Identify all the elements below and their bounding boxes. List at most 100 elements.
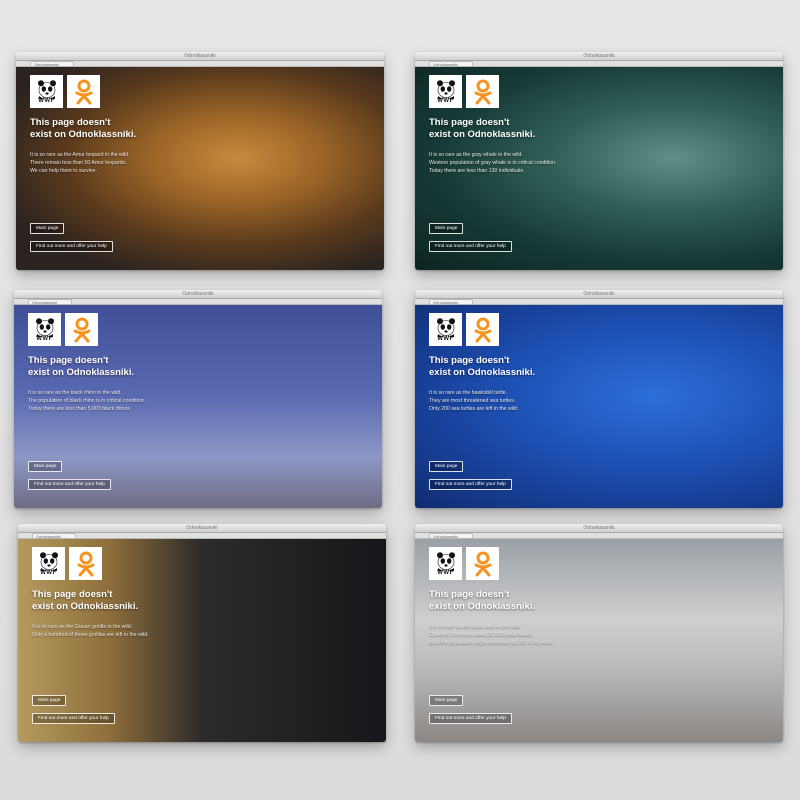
main-page-button[interactable]: Main page [429,695,463,706]
headline-line-2: exist on Odnoklassniki. [429,367,599,379]
info-line-1: It is so rare as the black rhino in the … [28,389,238,397]
help-button[interactable]: Find out more and offer your help [32,713,115,724]
odnoklassniki-icon [75,551,97,577]
info-text: It is so rare as the Grauer gorilla in t… [32,623,242,639]
page-content: WWF This page doesn't exist on Odnoklass… [18,539,386,742]
wwf-wordmark: WWF [40,570,57,576]
wwf-wordmark: WWF [437,98,454,104]
browser-tab[interactable]: Odnoklassniki [429,61,473,66]
wwf-logo[interactable]: WWF [429,75,462,108]
window-titlebar[interactable]: Odnoklassniki [415,52,783,61]
odnoklassniki-logo[interactable] [65,313,98,346]
odnoklassniki-logo[interactable] [67,75,100,108]
browser-tab[interactable]: Odnoklassniki [32,533,76,538]
browser-tab[interactable]: Odnoklassniki [429,533,473,538]
odnoklassniki-logo[interactable] [69,547,102,580]
headline-line-2: exist on Odnoklassniki. [28,367,198,379]
window-titlebar[interactable]: Odnoklassniki [18,524,386,533]
info-text: It is so rare as the Amur leopard in the… [30,151,240,175]
help-button[interactable]: Find out more and offer your help [429,479,512,490]
panda-icon [38,551,60,571]
wwf-logo[interactable]: WWF [28,313,61,346]
main-page-button[interactable]: Main page [30,223,64,234]
page-headline: This page doesn't exist on Odnoklassniki… [30,117,200,141]
page-headline: This page doesn't exist on Odnoklassniki… [429,355,599,379]
main-page-button[interactable]: Main page [28,461,62,472]
odnoklassniki-icon [472,79,494,105]
main-page-button[interactable]: Main page [429,461,463,472]
odnoklassniki-icon [73,79,95,105]
browser-window-gorilla: Odnoklassniki Odnoklassniki [18,524,386,742]
odnoklassniki-logo[interactable] [466,547,499,580]
window-title: Odnoklassniki [16,53,384,59]
panda-icon [36,79,58,99]
main-page-button[interactable]: Main page [429,223,463,234]
logo-group: WWF [429,547,499,580]
page-headline: This page doesn't exist on Odnoklassniki… [32,589,202,613]
panda-icon [435,317,457,337]
help-button[interactable]: Find out more and offer your help [28,479,111,490]
browser-window-leopard: Odnoklassniki Odnoklassniki [16,52,384,270]
page-content: WWF This page doesn't exist on Odnoklass… [415,305,783,508]
info-line-2: There remain less than 50 Amur leopards. [30,159,240,167]
wwf-logo[interactable]: WWF [30,75,63,108]
odnoklassniki-icon [472,551,494,577]
window-titlebar[interactable]: Odnoklassniki [14,290,382,299]
info-line-3: Only 200 sea turtles are left in the wil… [429,405,639,413]
odnoklassniki-logo[interactable] [466,75,499,108]
page-headline: This page doesn't exist on Odnoklassniki… [429,589,599,613]
headline-line-1: This page doesn't [32,589,202,601]
headline-line-2: exist on Odnoklassniki. [429,601,599,613]
window-titlebar[interactable]: Odnoklassniki [415,290,783,299]
browser-tab[interactable]: Odnoklassniki [30,61,74,66]
headline-line-2: exist on Odnoklassniki. [32,601,202,613]
info-line-3: but their population might decrease by 2… [429,639,639,647]
logo-group: WWF [30,75,100,108]
wwf-wordmark: WWF [437,570,454,576]
help-button[interactable]: Find out more and offer your help [429,241,512,252]
window-titlebar[interactable]: Odnoklassniki [415,524,783,533]
page-content: WWF This page doesn't exist on Odnoklass… [415,539,783,742]
info-line-3: Today there are less than 5,000 black rh… [28,405,238,413]
page-content: WWF This page doesn't exist on Odnoklass… [14,305,382,508]
window-title: Odnoklassniki [415,525,783,531]
panda-icon [34,317,56,337]
headline-line-1: This page doesn't [28,355,198,367]
wwf-wordmark: WWF [437,336,454,342]
wwf-logo[interactable]: WWF [429,313,462,346]
page-content: WWF This page doesn't exist on Odnoklass… [415,67,783,270]
logo-group: WWF [429,75,499,108]
info-line-1: It is so rare as the polar bear in the w… [429,623,639,631]
window-title: Odnoklassniki [18,525,386,531]
headline-line-2: exist on Odnoklassniki. [30,129,200,141]
browser-tab[interactable]: Odnoklassniki [429,299,473,304]
wwf-wordmark: WWF [36,336,53,342]
page-content: WWF This page doesn't exist on Odnoklass… [16,67,384,270]
odnoklassniki-logo[interactable] [466,313,499,346]
wwf-logo[interactable]: WWF [32,547,65,580]
info-line-1: It is so rare as the gray whale in the w… [429,151,639,159]
headline-line-1: This page doesn't [30,117,200,129]
window-title: Odnoklassniki [415,291,783,297]
browser-window-whale: Odnoklassniki Odnoklassniki [415,52,783,270]
help-button[interactable]: Find out more and offer your help [429,713,512,724]
logo-group: WWF [32,547,102,580]
window-title: Odnoklassniki [14,291,382,297]
info-line-2: Only a hundred of these gorillas are lef… [32,631,242,639]
main-page-button[interactable]: Main page [32,695,66,706]
info-line-1: It is so rare as the hawksbill turtle. [429,389,639,397]
info-line-2: Currently there are about 25,000 polar b… [429,631,639,639]
page-headline: This page doesn't exist on Odnoklassniki… [28,355,198,379]
wwf-logo[interactable]: WWF [429,547,462,580]
help-button[interactable]: Find out more and offer your help [30,241,113,252]
window-title: Odnoklassniki [415,53,783,59]
browser-window-polarbear: Odnoklassniki Odnoklassniki [415,524,783,742]
browser-tab[interactable]: Odnoklassniki [28,299,72,304]
info-text: It is so rare as the gray whale in the w… [429,151,639,175]
panda-icon [435,551,457,571]
window-titlebar[interactable]: Odnoklassniki [16,52,384,61]
info-line-1: It is so rare as the Grauer gorilla in t… [32,623,242,631]
headline-line-1: This page doesn't [429,117,599,129]
odnoklassniki-icon [472,317,494,343]
wwf-wordmark: WWF [38,98,55,104]
